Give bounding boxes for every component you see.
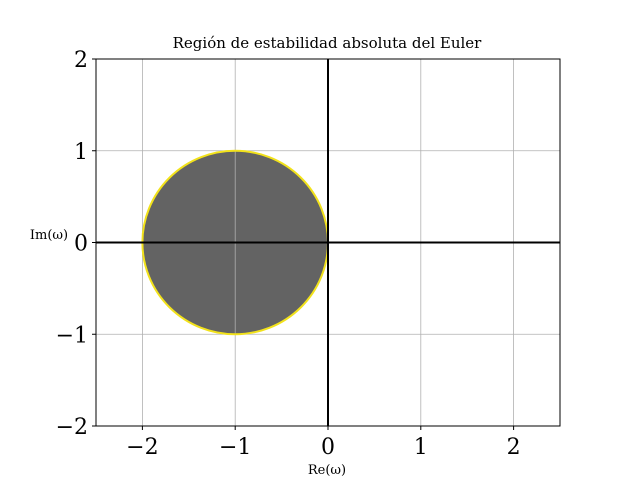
x-tick-label: 0 bbox=[321, 435, 335, 460]
y-axis-label: Im(ω) bbox=[30, 228, 68, 243]
y-tick-label: 2 bbox=[74, 48, 88, 73]
x-tick-label: 1 bbox=[414, 435, 428, 460]
y-tick-label: 0 bbox=[74, 232, 88, 257]
y-axis-ticks: −2 −1 0 1 2 bbox=[56, 48, 96, 440]
y-tick-label: 1 bbox=[74, 140, 88, 165]
x-tick-label: −2 bbox=[126, 435, 158, 460]
x-axis-ticks: −2 −1 0 1 2 bbox=[126, 426, 521, 460]
y-tick-label: −2 bbox=[56, 415, 88, 440]
x-tick-label: −1 bbox=[219, 435, 251, 460]
x-axis-label: Re(ω) bbox=[308, 463, 346, 478]
y-tick-label: −1 bbox=[56, 323, 88, 348]
x-tick-label: 2 bbox=[507, 435, 521, 460]
reference-axes bbox=[96, 59, 560, 426]
chart-title: Región de estabilidad absoluta del Euler bbox=[173, 34, 483, 52]
